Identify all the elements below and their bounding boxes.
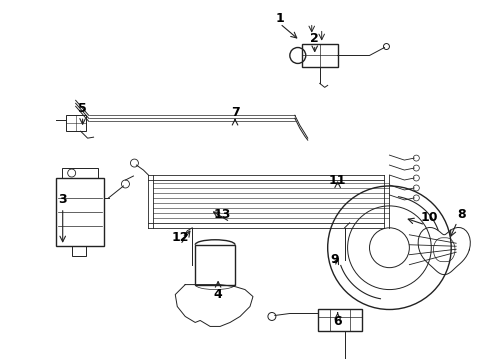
Text: 11: 11 xyxy=(329,174,346,186)
Text: 5: 5 xyxy=(78,102,87,115)
Bar xyxy=(66,115,86,131)
Text: 4: 4 xyxy=(214,288,222,301)
Text: 8: 8 xyxy=(457,208,465,221)
Bar xyxy=(56,178,103,246)
Bar xyxy=(72,246,86,256)
Bar xyxy=(302,44,338,67)
Text: 2: 2 xyxy=(310,32,319,45)
Bar xyxy=(62,168,98,178)
Bar xyxy=(318,310,362,332)
Text: 1: 1 xyxy=(275,12,284,25)
Text: 3: 3 xyxy=(58,193,67,206)
Text: 10: 10 xyxy=(420,211,438,224)
Text: 6: 6 xyxy=(333,315,342,328)
Bar xyxy=(195,245,235,285)
Text: 9: 9 xyxy=(330,253,339,266)
Text: 12: 12 xyxy=(172,231,189,244)
Text: 13: 13 xyxy=(214,208,231,221)
Text: 7: 7 xyxy=(231,106,240,119)
